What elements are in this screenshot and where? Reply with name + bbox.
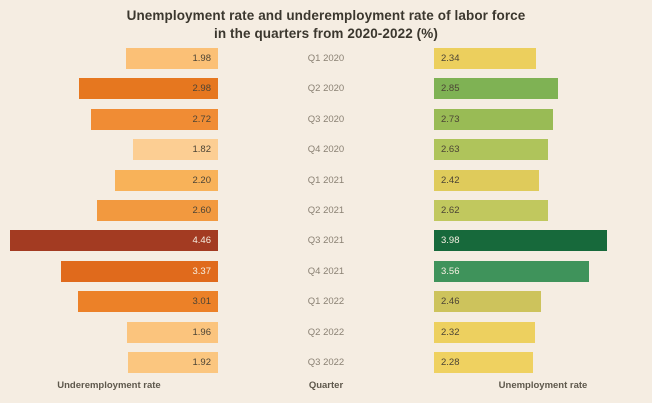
chart-row: 3.01 Q1 2022 2.46 bbox=[0, 291, 652, 313]
unemployment-bar[interactable]: 2.62 bbox=[434, 200, 548, 221]
quarter-zone: Q2 2020 bbox=[218, 78, 434, 99]
chart-row: 2.72 Q3 2020 2.73 bbox=[0, 108, 652, 130]
chart-title-line1: Unemployment rate and underemployment ra… bbox=[126, 8, 526, 23]
unemployment-bar[interactable]: 2.73 bbox=[434, 108, 553, 130]
unemployment-bar[interactable]: 2.28 bbox=[434, 352, 534, 373]
chart-rows: 1.98 Q1 2020 2.34 2.98 Q2 2020 2.85 2.72 Q3 202… bbox=[0, 48, 652, 374]
chart-row: 1.82 Q4 2020 2.63 bbox=[0, 139, 652, 161]
axis-label-quarter: Quarter bbox=[308, 380, 344, 391]
quarter-label: Q4 2020 bbox=[307, 144, 345, 156]
underemployment-zone: 4.46 bbox=[0, 230, 218, 252]
quarter-zone: Q3 2022 bbox=[218, 352, 434, 373]
quarter-zone: Q2 2022 bbox=[218, 322, 434, 343]
unemployment-bar[interactable]: 2.85 bbox=[434, 78, 558, 100]
underemployment-bar[interactable]: 3.37 bbox=[60, 260, 218, 282]
underemployment-bar[interactable]: 1.82 bbox=[133, 139, 218, 161]
underemployment-bar[interactable]: 1.98 bbox=[125, 48, 218, 69]
unemployment-bar[interactable]: 2.32 bbox=[434, 321, 535, 343]
chart-row: 2.20 Q1 2021 2.42 bbox=[0, 169, 652, 191]
unemployment-zone: 2.63 bbox=[434, 139, 652, 161]
unemployment-bar[interactable]: 2.46 bbox=[434, 291, 541, 313]
quarter-zone: Q1 2021 bbox=[218, 170, 434, 191]
unemployment-zone: 2.28 bbox=[434, 352, 652, 373]
quarter-label: Q4 2021 bbox=[307, 265, 345, 277]
underemployment-zone: 1.96 bbox=[0, 321, 218, 343]
chart-title: Unemployment rate and underemployment ra… bbox=[0, 7, 652, 43]
underemployment-bar[interactable]: 2.72 bbox=[91, 108, 218, 130]
chart-row: 4.46 Q3 2021 3.98 bbox=[0, 230, 652, 252]
quarter-zone: Q3 2020 bbox=[218, 109, 434, 130]
unemployment-zone: 2.42 bbox=[434, 169, 652, 191]
unemployment-bar[interactable]: 3.98 bbox=[434, 230, 607, 252]
underemployment-zone: 1.98 bbox=[0, 48, 218, 69]
underemployment-zone: 2.20 bbox=[0, 169, 218, 191]
underemployment-bar[interactable]: 3.01 bbox=[77, 291, 218, 313]
underemployment-bar[interactable]: 2.98 bbox=[79, 78, 218, 100]
underemployment-bar[interactable]: 1.92 bbox=[128, 352, 218, 373]
quarter-label: Q2 2021 bbox=[307, 205, 345, 216]
unemployment-bar[interactable]: 2.63 bbox=[434, 139, 549, 161]
underemployment-bar[interactable]: 2.20 bbox=[115, 169, 218, 191]
quarter-zone: Q4 2021 bbox=[218, 261, 434, 282]
chart-row: 2.60 Q2 2021 2.62 bbox=[0, 200, 652, 221]
unemployment-zone: 2.62 bbox=[434, 200, 652, 221]
quarter-label: Q2 2020 bbox=[307, 83, 345, 95]
chart-row: 2.98 Q2 2020 2.85 bbox=[0, 78, 652, 100]
quarter-zone: Q3 2021 bbox=[218, 230, 434, 251]
unemployment-zone: 2.73 bbox=[434, 108, 652, 130]
chart-row: 1.98 Q1 2020 2.34 bbox=[0, 48, 652, 69]
quarter-label: Q3 2021 bbox=[307, 235, 345, 247]
quarter-label: Q2 2022 bbox=[307, 326, 345, 338]
chart-row: 1.92 Q3 2022 2.28 bbox=[0, 352, 652, 373]
underemployment-zone: 3.01 bbox=[0, 291, 218, 313]
quarter-zone: Q2 2021 bbox=[218, 200, 434, 221]
underemployment-zone: 2.72 bbox=[0, 108, 218, 130]
axis-label-underemployment: Underemployment rate bbox=[57, 380, 161, 391]
quarter-zone: Q1 2022 bbox=[218, 291, 434, 312]
underemployment-zone: 1.82 bbox=[0, 139, 218, 161]
quarter-zone: Q4 2020 bbox=[218, 139, 434, 160]
quarter-label: Q3 2020 bbox=[307, 113, 345, 125]
unemployment-bar[interactable]: 2.34 bbox=[434, 48, 536, 69]
unemployment-bar[interactable]: 2.42 bbox=[434, 169, 540, 191]
quarter-zone: Q1 2020 bbox=[218, 48, 434, 69]
underemployment-bar[interactable]: 2.60 bbox=[96, 200, 218, 221]
underemployment-bar[interactable]: 1.96 bbox=[126, 321, 218, 343]
chart-row: 1.96 Q2 2022 2.32 bbox=[0, 321, 652, 343]
unemployment-zone: 2.34 bbox=[434, 48, 652, 69]
unemployment-zone: 2.46 bbox=[434, 291, 652, 313]
chart-title-line2: in the quarters from 2020-2022 (%) bbox=[214, 26, 438, 41]
underemployment-bar[interactable]: 4.46 bbox=[10, 230, 218, 252]
quarter-label: Q3 2022 bbox=[307, 357, 345, 368]
quarter-label: Q1 2021 bbox=[307, 174, 345, 186]
unemployment-zone: 3.56 bbox=[434, 260, 652, 282]
underemployment-zone: 2.60 bbox=[0, 200, 218, 221]
quarter-label: Q1 2020 bbox=[307, 53, 345, 64]
axis-label-unemployment: Unemployment rate bbox=[498, 380, 588, 391]
unemployment-zone: 2.32 bbox=[434, 321, 652, 343]
unemployment-zone: 2.85 bbox=[434, 78, 652, 100]
underemployment-zone: 3.37 bbox=[0, 260, 218, 282]
unemployment-bar[interactable]: 3.56 bbox=[434, 260, 589, 282]
unemployment-zone: 3.98 bbox=[434, 230, 652, 252]
quarter-label: Q1 2022 bbox=[307, 296, 345, 308]
chart-row: 3.37 Q4 2021 3.56 bbox=[0, 260, 652, 282]
underemployment-zone: 2.98 bbox=[0, 78, 218, 100]
underemployment-zone: 1.92 bbox=[0, 352, 218, 373]
